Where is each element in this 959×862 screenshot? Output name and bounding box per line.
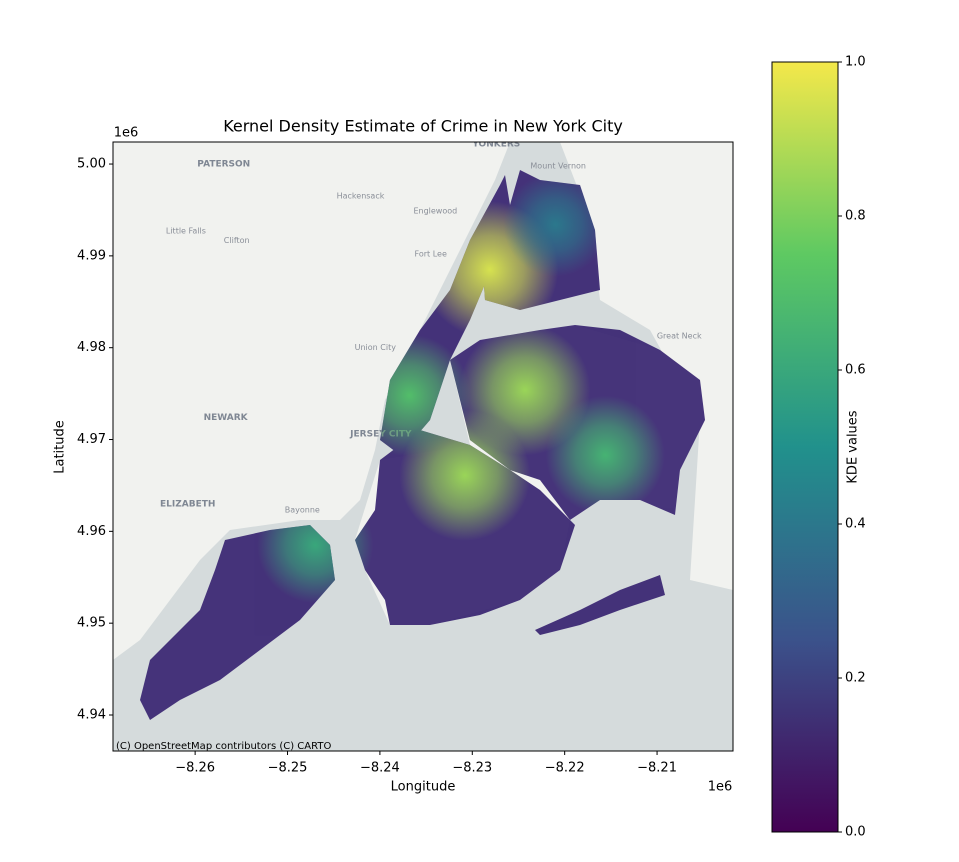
x-tick-label: −8.23 [452, 761, 492, 776]
place-label: Union City [355, 343, 397, 352]
place-label: Great Neck [657, 331, 702, 340]
x-tick-label: −8.22 [545, 761, 585, 776]
x-tick-label: −8.21 [637, 761, 677, 776]
place-label: Bayonne [285, 506, 320, 515]
place-label: PATERSON [197, 160, 250, 170]
x-tick-label: −8.26 [175, 761, 215, 776]
chart-title: Kernel Density Estimate of Crime in New … [223, 117, 623, 136]
kde-hotspot [503, 172, 608, 277]
place-label: JERSEY CITY [349, 430, 412, 440]
y-tick-label: 4.96 [77, 524, 106, 539]
kde-hotspot [545, 395, 665, 515]
place-label: Englewood [413, 206, 457, 215]
colorbar-tick-label: 0.2 [845, 671, 866, 686]
place-label: Clifton [224, 236, 250, 245]
colorbar-tick-label: 1.0 [845, 55, 866, 70]
place-label: NEWARK [204, 413, 249, 423]
y-tick-label: 4.95 [77, 616, 106, 631]
place-label: Hackensack [337, 192, 385, 201]
colorbar-tick-label: 0.0 [845, 825, 866, 840]
y-tick-label: 5.00 [77, 157, 106, 172]
colorbar-label: KDE values [846, 410, 861, 483]
place-label: Little Falls [166, 227, 206, 236]
colorbar-tick-label: 0.8 [845, 209, 866, 224]
place-label: ELIZABETH [160, 499, 215, 509]
attribution: (C) OpenStreetMap contributors (C) CARTO [116, 741, 331, 752]
y-tick-label: 4.97 [77, 432, 106, 447]
colorbar-tick-label: 0.6 [845, 363, 866, 378]
y-axis-label: Latitude [53, 420, 68, 474]
x-axis-label: Longitude [391, 780, 456, 795]
x-tick-label: −8.24 [360, 761, 400, 776]
y-tick-label: 4.94 [77, 708, 106, 723]
colorbar [771, 61, 839, 833]
place-label: Fort Lee [415, 250, 447, 259]
plot-frame [112, 141, 734, 752]
y-offset: 1e6 [114, 126, 139, 141]
y-tick-label: 4.98 [77, 340, 106, 355]
x-offset: 1e6 [708, 780, 733, 795]
x-tick-label: −8.25 [268, 761, 308, 776]
y-tick-label: 4.99 [77, 248, 106, 263]
place-label: YONKERS [471, 139, 520, 149]
place-label: Mount Vernon [530, 161, 586, 170]
colorbar-tick-label: 0.4 [845, 517, 866, 532]
basemap: PATERSON NEWARK JERSEY CITY ELIZABETH YONKER… [113, 139, 733, 751]
